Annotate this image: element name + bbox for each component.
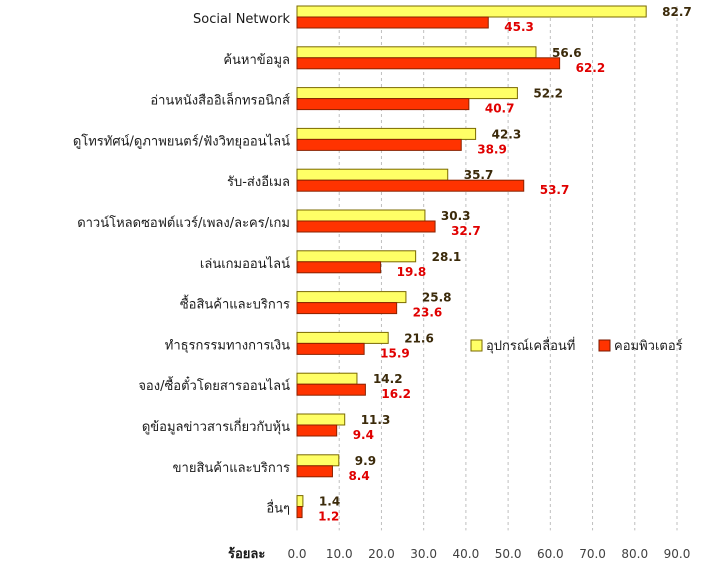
x-tick-label: 60.0 (537, 547, 564, 561)
value-label-computer: 16.2 (381, 387, 411, 401)
x-tick-label: 70.0 (579, 547, 606, 561)
bar-mobile (296, 46, 537, 59)
bar-computer (296, 57, 561, 70)
category-label: เล่นเกมออนไลน์ (200, 256, 290, 272)
x-tick-label: 50.0 (495, 547, 522, 561)
legend-swatch-mobile (470, 339, 483, 352)
value-label-computer: 1.2 (318, 510, 339, 524)
category-label: ขายสินค้าและบริการ (173, 461, 290, 476)
value-label-mobile: 42.3 (492, 127, 522, 141)
value-label-computer: 32.7 (451, 224, 481, 238)
x-tick-label: 30.0 (410, 547, 437, 561)
value-label-mobile: 21.6 (404, 331, 434, 345)
x-tick-label: 0.0 (287, 547, 306, 561)
value-label-computer: 45.3 (504, 20, 534, 34)
value-label-computer: 19.8 (397, 265, 427, 279)
legend-label-computer: คอมพิวเตอร์ (614, 338, 683, 354)
value-label-mobile: 35.7 (464, 168, 494, 182)
value-label-mobile: 52.2 (533, 87, 563, 101)
category-label: ดาวน์โหลดซอฟต์แวร์/เพลง/ละคร/เกม (77, 215, 290, 231)
bar-mobile (296, 87, 518, 100)
value-labels: 82.7 45.3 56.662.2 52.2 40.7 42.338.9 35.7 53.7… (318, 5, 692, 524)
bar-mobile (296, 413, 346, 426)
bar-computer (296, 424, 338, 437)
bar-mobile (296, 331, 389, 344)
value-label-computer: 15.9 (380, 346, 410, 360)
bar-computer (296, 342, 365, 355)
bar-computer (296, 302, 398, 315)
value-label-mobile: 28.1 (432, 250, 462, 264)
value-label-mobile: 9.9 (355, 454, 376, 468)
bar-computer (296, 179, 525, 192)
value-label-mobile: 30.3 (441, 209, 471, 223)
value-label-computer: 9.4 (353, 428, 374, 442)
x-axis-label: ร้อยละ (228, 546, 265, 562)
value-label-mobile: 56.6 (552, 46, 582, 60)
value-label-computer: 38.9 (477, 142, 507, 156)
category-label: รับ-ส่งอีเมล (227, 174, 290, 190)
bar-computer (296, 465, 333, 478)
x-tick-label: 90.0 (664, 547, 691, 561)
legend: อุปกรณ์เคลื่อนที่ คอมพิวเตอร์ (470, 337, 683, 354)
value-label-mobile: 25.8 (422, 291, 452, 305)
x-tick-label: 40.0 (453, 547, 480, 561)
bar-computer (296, 506, 303, 519)
value-label-mobile: 82.7 (662, 5, 692, 19)
value-label-computer: 53.7 (540, 183, 570, 197)
x-tick-label: 20.0 (368, 547, 395, 561)
category-label: จอง/ซื้อตั๋วโดยสารออนไลน์ (138, 376, 290, 394)
category-label: อ่านหนังสืออิเล็กทรอนิกส์ (150, 91, 290, 109)
x-axis-ticks: 0.0 10.0 20.0 30.0 40.0 50.0 60.0 70.0 80.0 90.0 (287, 547, 690, 561)
legend-label-mobile: อุปกรณ์เคลื่อนที่ (486, 337, 575, 354)
category-label: ดูข้อมูลข่าวสารเกี่ยวกับหุ้น (142, 418, 290, 435)
category-label: Social Network (193, 12, 290, 27)
bar-computer (296, 138, 462, 151)
bars-layer (296, 5, 647, 519)
category-label: ดูโทรทัศน์/ดูภาพยนตร์/ฟังวิทยุออนไลน์ (73, 133, 290, 149)
x-tick-label: 10.0 (326, 547, 353, 561)
category-labels: Social Network ค้นหาข้อมูลอ่านหนังสืออิเล… (73, 12, 291, 517)
x-tick-label: 80.0 (621, 547, 648, 561)
bar-computer (296, 16, 489, 29)
category-label: ซื้อสินค้าและบริการ (180, 295, 290, 313)
category-label: ทำธุรกรรมทางการเงิน (165, 338, 290, 353)
value-label-mobile: 1.4 (319, 495, 340, 509)
value-label-mobile: 11.3 (361, 413, 391, 427)
category-label: อื่นๆ (266, 500, 290, 517)
bar-mobile (296, 250, 417, 263)
bar-mobile (296, 495, 304, 508)
bar-mobile (296, 5, 647, 18)
value-label-computer: 40.7 (485, 102, 515, 116)
bar-mobile (296, 372, 358, 385)
value-label-computer: 23.6 (413, 306, 443, 320)
category-label: ค้นหาข้อมูล (223, 53, 290, 68)
value-label-computer: 62.2 (576, 61, 606, 75)
bar-mobile (296, 209, 426, 222)
bar-mobile (296, 291, 407, 304)
bar-mobile (296, 127, 477, 140)
bar-computer (296, 220, 436, 233)
bar-mobile (296, 168, 449, 181)
bar-computer (296, 98, 470, 111)
legend-swatch-computer (598, 339, 611, 352)
value-label-mobile: 14.2 (373, 372, 403, 386)
value-label-computer: 8.4 (348, 469, 369, 483)
bar-mobile (296, 454, 340, 467)
bar-computer (296, 261, 382, 274)
bar-computer (296, 383, 366, 396)
